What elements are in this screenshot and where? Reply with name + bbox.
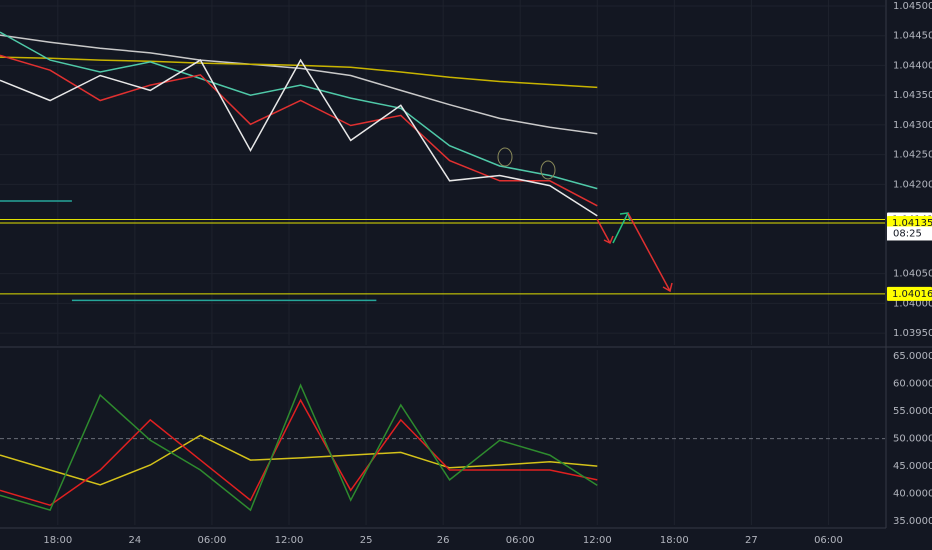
- x-tick-label: 06:00: [506, 535, 535, 546]
- y-tick-label: 1.04300: [893, 120, 932, 131]
- forecast-arrow-down: [627, 212, 671, 292]
- y-tick-label: 1.04450: [893, 31, 932, 42]
- series-line: [0, 383, 598, 512]
- series-line: [0, 54, 598, 207]
- x-tick-label: 06:00: [814, 535, 843, 546]
- y-tick-label: 60.00000: [893, 379, 932, 390]
- y-tick-label: 1.04000: [893, 298, 932, 309]
- x-tick-label: 25: [360, 535, 373, 546]
- x-tick-label: 24: [129, 535, 142, 546]
- y-tick-label: 65.00000: [893, 351, 932, 362]
- price-tag-label: 1.04135: [892, 218, 932, 229]
- countdown-tag: [887, 226, 932, 241]
- series-line: [0, 34, 598, 135]
- series-line: [0, 31, 598, 190]
- y-tick-label: 1.04400: [893, 60, 932, 71]
- y-tick-label: 1.04250: [893, 150, 932, 161]
- y-tick-label: 1.04200: [893, 179, 932, 190]
- y-tick-label: 55.00000: [893, 406, 932, 417]
- x-tick-label: 26: [437, 535, 450, 546]
- highlight-circle: [497, 147, 513, 167]
- x-tick-label: 12:00: [275, 535, 304, 546]
- arrow-head: [662, 282, 673, 293]
- x-tick-label: 06:00: [198, 535, 227, 546]
- x-tick-label: 18:00: [43, 535, 72, 546]
- y-tick-label: 1.03950: [893, 328, 932, 339]
- y-tick-label: 1.04050: [893, 269, 932, 280]
- series-line: [0, 58, 598, 217]
- y-tick-label: 50.00000: [893, 434, 932, 445]
- arrow-head: [603, 235, 614, 245]
- highlight-circle: [540, 160, 556, 180]
- y-tick-label: 1.04350: [893, 90, 932, 101]
- x-tick-label: 27: [745, 535, 758, 546]
- oscillator-pane: 65.00000 60.00000 55.00000 50.00000 45.00000…: [0, 350, 932, 546]
- series-line: [0, 434, 598, 486]
- x-tick-label: 12:00: [583, 535, 612, 546]
- y-tick-label: 45.00000: [893, 461, 932, 472]
- x-tick-label: 18:00: [660, 535, 689, 546]
- y-tick-label: 35.00000: [893, 516, 932, 527]
- forecast-arrow-down: [596, 218, 611, 244]
- series-line: [0, 398, 598, 507]
- price-tag: [887, 286, 932, 301]
- countdown-label: 08:25: [893, 228, 922, 239]
- y-tick-label: 1.04500: [893, 1, 932, 12]
- y-tick-label: 40.00000: [893, 489, 932, 500]
- series-line: [0, 56, 598, 89]
- forecast-arrow-up: [612, 212, 629, 244]
- main-pane: 1.04500 1.04450 1.04400 1.04350 1.04300 1.042…: [0, 0, 932, 345]
- price-tag-label: 1.04016: [892, 289, 932, 300]
